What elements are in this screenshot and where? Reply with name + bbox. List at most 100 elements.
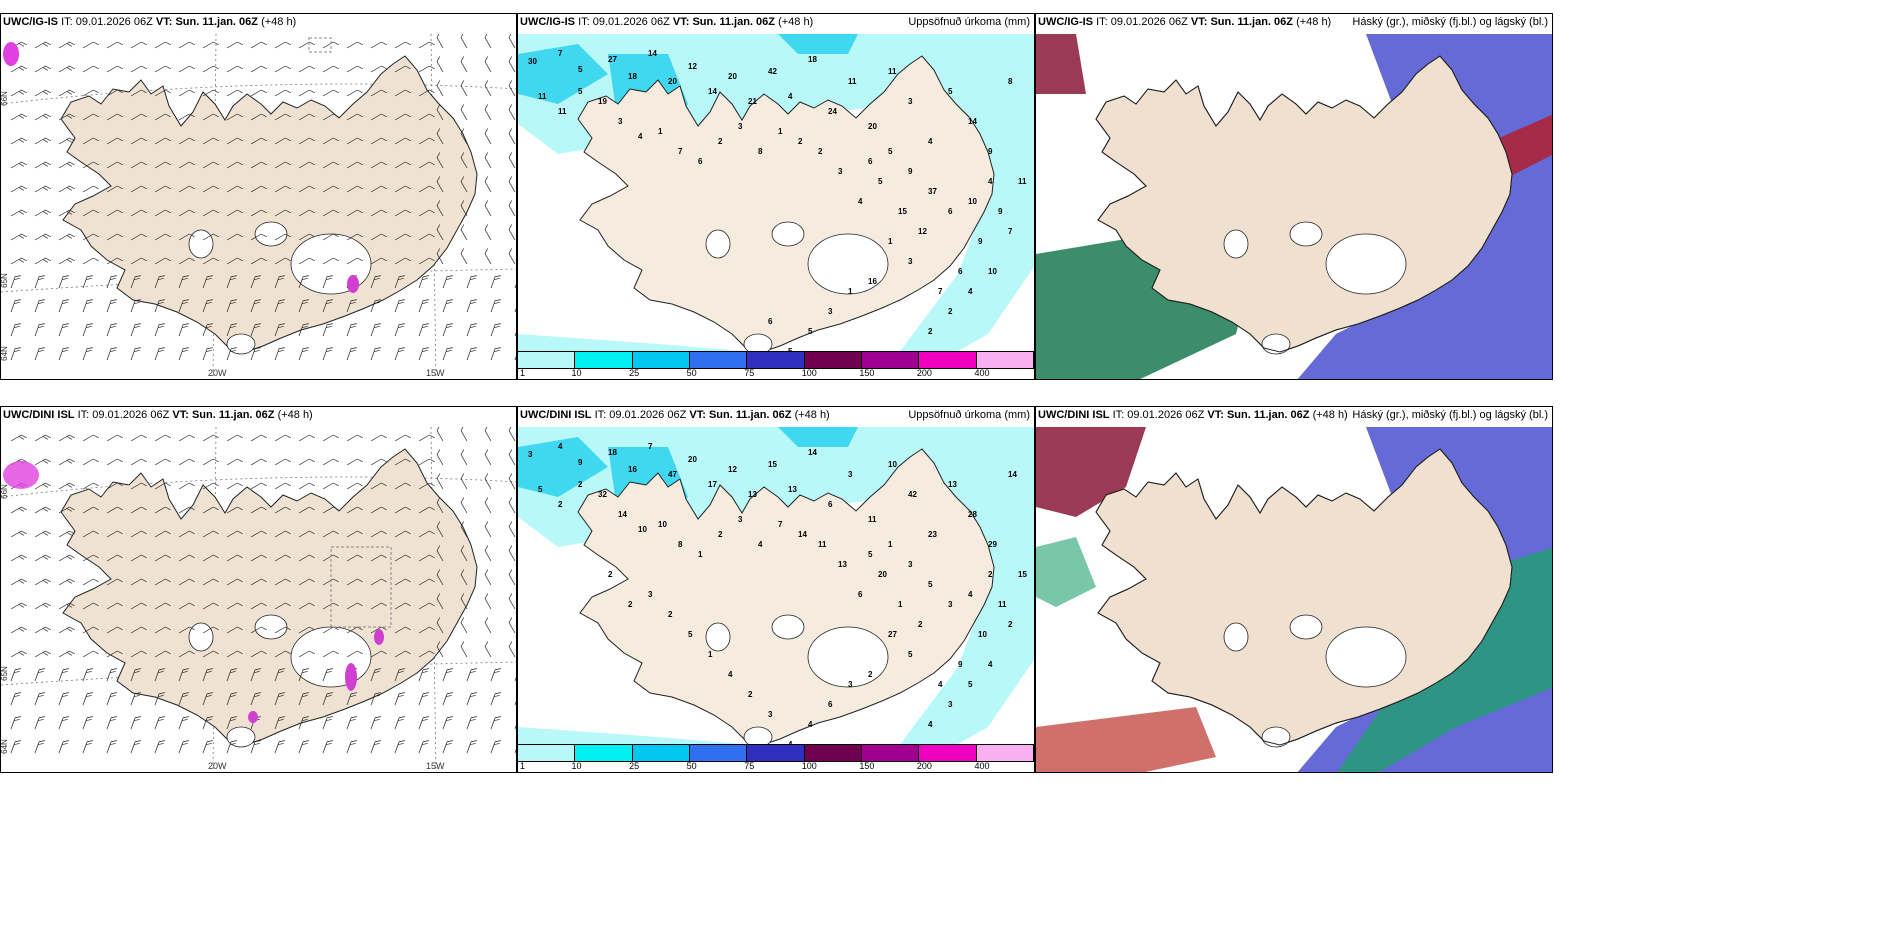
wind-barb	[298, 113, 315, 121]
wind-barb	[58, 257, 75, 265]
wind-barb	[346, 323, 357, 337]
wind-barb	[298, 506, 315, 514]
valid-time: Sun. 11.jan. 06Z	[191, 409, 275, 421]
wind-barb	[250, 602, 267, 610]
wind-barb	[298, 137, 315, 145]
wind-barb	[58, 65, 75, 73]
wind-barb	[322, 482, 339, 490]
wind-barb	[82, 185, 99, 193]
wind-barb	[370, 692, 381, 706]
wind-barb	[226, 257, 243, 265]
wind-barb	[250, 347, 261, 361]
wind-barb	[154, 530, 171, 538]
precip-value: 5	[808, 327, 813, 336]
wind-barb	[10, 209, 27, 217]
wind-barb	[226, 299, 237, 313]
wind-barb	[346, 458, 363, 466]
precip-value: 23	[928, 530, 937, 539]
wind-barb	[202, 89, 219, 97]
wind-barb	[370, 506, 387, 514]
precip-value: 5	[878, 177, 883, 186]
precip-value: 5	[908, 650, 913, 659]
wind-barb	[58, 626, 75, 634]
wind-barb	[298, 347, 309, 361]
wind-barb	[346, 506, 363, 514]
precip-value: 2	[798, 137, 803, 146]
wind-barb	[178, 209, 195, 217]
wind-barb	[442, 692, 453, 706]
wind-barb	[10, 578, 27, 586]
latitude-line	[1, 268, 516, 293]
wind-barb	[484, 56, 492, 73]
wind-barb	[250, 275, 261, 289]
valid-time: Sun. 11.jan. 06Z	[175, 16, 258, 28]
wind-barb	[58, 137, 75, 145]
wind-barb	[514, 300, 516, 313]
wind-barb	[82, 434, 99, 442]
wind-barb	[370, 299, 381, 313]
wind-barb	[130, 275, 141, 289]
precip-value: 42	[908, 490, 917, 499]
precip-value: 2	[748, 690, 753, 699]
wind-barb	[154, 185, 171, 193]
wind-barb	[394, 458, 411, 466]
iceland-landmass	[60, 55, 478, 353]
wind-barb	[484, 427, 492, 442]
precip-area-medium	[778, 34, 858, 54]
wind-barb	[178, 185, 195, 193]
wind-barb	[130, 740, 141, 754]
wind-barb	[106, 554, 123, 562]
wind-barb	[460, 128, 468, 145]
precip-map: 3491816747201712131513146311104223132829…	[518, 427, 1034, 772]
wind-barb	[106, 602, 123, 610]
wind-barb	[460, 176, 468, 193]
wind-barb	[226, 482, 243, 490]
wind-barb	[484, 617, 492, 634]
wind-barb	[298, 161, 315, 169]
wind-barb	[298, 626, 315, 634]
panel-cloud-ig: UWC/IG-IS IT: 09.01.2026 06Z VT: Sun. 11…	[1035, 13, 1553, 380]
vt-label: VT:	[172, 409, 189, 421]
wind-barb	[34, 482, 51, 490]
wind-barb	[274, 41, 291, 49]
precip-value: 42	[768, 67, 777, 76]
wind-barb	[250, 161, 267, 169]
wind-barb	[226, 323, 237, 337]
precip-value: 9	[998, 207, 1003, 216]
colorbar-cell	[861, 745, 920, 761]
wind-barb	[58, 740, 69, 754]
wind-barb	[442, 740, 453, 754]
wind-barb	[178, 530, 195, 538]
precip-value: 1	[888, 540, 893, 549]
glacier-outline	[1223, 229, 1249, 259]
wind-barb	[34, 275, 45, 289]
precip-value: 4	[808, 720, 813, 729]
precip-value: 10	[988, 267, 997, 276]
precip-value: 14	[648, 49, 657, 58]
glacier-outline	[705, 229, 731, 259]
glacier-outline	[705, 622, 731, 652]
wind-barb	[106, 716, 117, 730]
glacier-outline	[1223, 622, 1249, 652]
lead-time: (+48 h)	[277, 409, 313, 421]
wind-barb	[484, 521, 492, 538]
wind-barb	[178, 602, 195, 610]
panel-field-label: Háský (gr.), miðský (fj.bl.) og lágský (…	[1352, 16, 1548, 28]
wind-barb	[370, 65, 387, 73]
wind-barb	[436, 521, 444, 538]
wind-barb	[394, 65, 411, 73]
precip-value: 8	[678, 540, 683, 549]
wind-barb	[322, 113, 339, 121]
wind-barb	[178, 554, 195, 562]
wind-barb	[34, 65, 51, 73]
precip-spot	[374, 629, 384, 645]
wind-barb	[298, 209, 315, 217]
wind-barb	[250, 458, 267, 466]
precip-value: 12	[918, 227, 927, 236]
wind-barb	[10, 299, 21, 313]
precip-value: 8	[758, 147, 763, 156]
lead-time: (+48 h)	[778, 16, 814, 28]
wind-barb	[418, 233, 435, 241]
wind-barb	[418, 299, 429, 313]
wind-barb	[418, 209, 435, 217]
